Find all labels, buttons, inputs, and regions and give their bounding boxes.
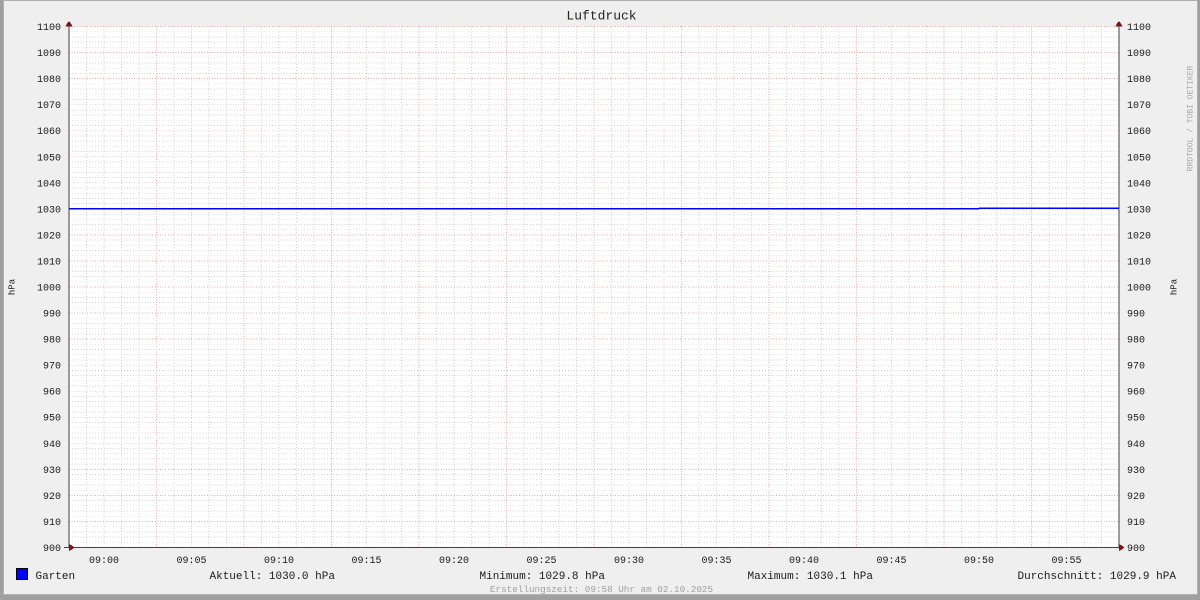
svg-text:09:50: 09:50 bbox=[963, 556, 993, 567]
svg-text:hPa: hPa bbox=[1169, 278, 1179, 295]
svg-text:900: 900 bbox=[42, 544, 60, 555]
svg-text:Durchschnitt: 1029.9 hPA: Durchschnitt: 1029.9 hPA bbox=[1017, 571, 1176, 583]
svg-text:960: 960 bbox=[1127, 388, 1145, 399]
svg-text:Luftdruck: Luftdruck bbox=[566, 9, 636, 24]
svg-text:1040: 1040 bbox=[36, 179, 60, 190]
svg-text:09:15: 09:15 bbox=[351, 556, 381, 567]
svg-text:1090: 1090 bbox=[1127, 49, 1151, 60]
svg-text:970: 970 bbox=[1127, 362, 1145, 373]
svg-text:09:20: 09:20 bbox=[438, 556, 468, 567]
svg-text:1040: 1040 bbox=[1127, 179, 1151, 190]
svg-text:1010: 1010 bbox=[36, 258, 60, 269]
svg-text:940: 940 bbox=[42, 440, 60, 451]
svg-text:940: 940 bbox=[1127, 440, 1145, 451]
svg-text:09:10: 09:10 bbox=[263, 556, 293, 567]
svg-text:09:05: 09:05 bbox=[176, 556, 206, 567]
svg-text:1090: 1090 bbox=[36, 49, 60, 60]
svg-text:Aktuell: 1030.0 hPa: Aktuell: 1030.0 hPa bbox=[209, 571, 335, 583]
svg-text:1030: 1030 bbox=[1127, 205, 1151, 216]
svg-text:1080: 1080 bbox=[1127, 75, 1151, 86]
svg-text:1020: 1020 bbox=[1127, 231, 1151, 242]
svg-text:980: 980 bbox=[42, 336, 60, 347]
svg-text:Erstellungszeit: 09:58 Uhr am: Erstellungszeit: 09:58 Uhr am 02.10.2025 bbox=[489, 584, 712, 595]
svg-text:Garten: Garten bbox=[35, 571, 75, 583]
svg-text:1100: 1100 bbox=[1127, 23, 1151, 34]
svg-text:1060: 1060 bbox=[36, 127, 60, 138]
svg-text:Maximum: 1030.1 hPa: Maximum: 1030.1 hPa bbox=[747, 571, 873, 583]
svg-text:09:25: 09:25 bbox=[526, 556, 556, 567]
svg-text:1080: 1080 bbox=[36, 75, 60, 86]
svg-text:09:55: 09:55 bbox=[1051, 556, 1081, 567]
svg-text:1020: 1020 bbox=[36, 231, 60, 242]
svg-text:960: 960 bbox=[42, 388, 60, 399]
svg-text:1050: 1050 bbox=[36, 153, 60, 164]
svg-text:920: 920 bbox=[42, 492, 60, 503]
svg-text:1070: 1070 bbox=[1127, 101, 1151, 112]
svg-text:1060: 1060 bbox=[1127, 127, 1151, 138]
svg-text:09:40: 09:40 bbox=[788, 556, 818, 567]
svg-text:1000: 1000 bbox=[1127, 284, 1151, 295]
svg-text:09:00: 09:00 bbox=[88, 556, 118, 567]
svg-text:hPa: hPa bbox=[7, 278, 17, 295]
svg-text:950: 950 bbox=[1127, 414, 1145, 425]
svg-text:930: 930 bbox=[1127, 466, 1145, 477]
svg-text:910: 910 bbox=[1127, 518, 1145, 529]
svg-text:930: 930 bbox=[42, 466, 60, 477]
svg-text:09:45: 09:45 bbox=[876, 556, 906, 567]
svg-text:1010: 1010 bbox=[1127, 258, 1151, 269]
svg-text:920: 920 bbox=[1127, 492, 1145, 503]
svg-text:910: 910 bbox=[42, 518, 60, 529]
svg-text:Minimum: 1029.8 hPa: Minimum: 1029.8 hPa bbox=[479, 571, 605, 583]
svg-text:980: 980 bbox=[1127, 336, 1145, 347]
svg-text:09:35: 09:35 bbox=[701, 556, 731, 567]
svg-text:1070: 1070 bbox=[36, 101, 60, 112]
svg-text:900: 900 bbox=[1127, 544, 1145, 555]
svg-text:970: 970 bbox=[42, 362, 60, 373]
svg-text:1050: 1050 bbox=[1127, 153, 1151, 164]
svg-text:1030: 1030 bbox=[36, 205, 60, 216]
svg-text:1000: 1000 bbox=[36, 284, 60, 295]
svg-text:950: 950 bbox=[42, 414, 60, 425]
svg-text:09:30: 09:30 bbox=[613, 556, 643, 567]
svg-text:1100: 1100 bbox=[36, 23, 60, 34]
svg-text:990: 990 bbox=[1127, 310, 1145, 321]
svg-text:990: 990 bbox=[42, 310, 60, 321]
svg-text:RRDTOOL / TOBI OETIKER: RRDTOOL / TOBI OETIKER bbox=[1186, 65, 1195, 171]
